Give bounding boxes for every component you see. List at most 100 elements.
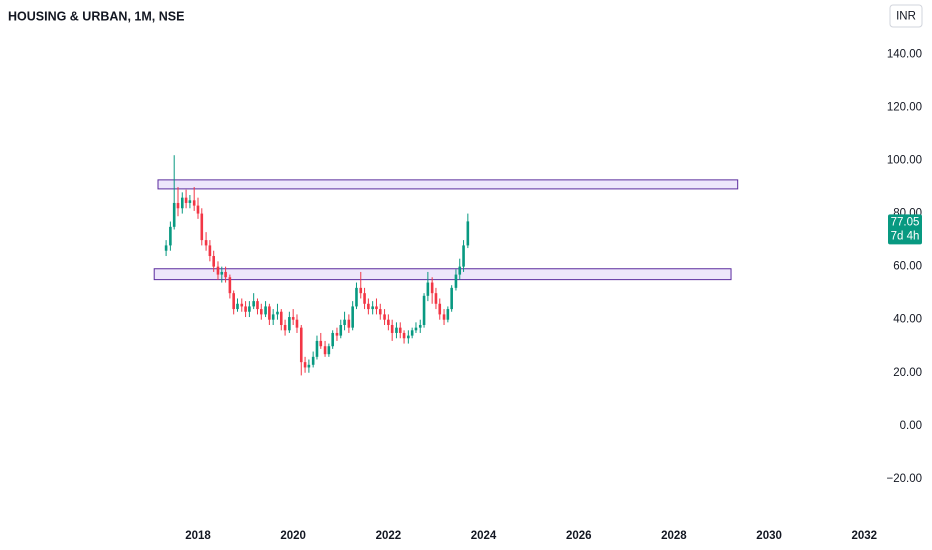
candle-body — [259, 309, 263, 315]
candle-body — [176, 202, 180, 209]
candle-body — [450, 287, 453, 310]
candle-body — [196, 205, 200, 214]
candle-body — [164, 245, 168, 251]
candle-body — [192, 200, 196, 206]
candle-body — [271, 314, 275, 320]
candle-body — [458, 266, 462, 275]
last-price-box — [888, 214, 922, 245]
candle-body — [180, 197, 184, 209]
candle-body — [232, 293, 235, 310]
candle-body — [462, 245, 465, 267]
y-tick-label: 0.00 — [900, 420, 922, 432]
candle-body — [454, 274, 458, 288]
candle-body — [378, 309, 382, 315]
candle-body — [355, 287, 358, 307]
candle-body — [351, 306, 354, 328]
candle-body — [244, 306, 247, 312]
candle-body — [387, 319, 390, 325]
x-tick-label: 2020 — [280, 530, 306, 542]
candle-body — [172, 202, 176, 227]
y-tick-label: 100.00 — [887, 155, 922, 167]
last-price: 77.05 — [891, 216, 920, 228]
candle-body — [236, 303, 239, 310]
candle-body — [422, 295, 426, 325]
candle-body — [327, 346, 331, 355]
candle-body — [371, 306, 374, 310]
plot — [153, 155, 739, 376]
chart-title: HOUSING & URBAN, 1M, NSE — [8, 9, 184, 23]
y-tick-label: 40.00 — [893, 314, 922, 326]
candle-body — [383, 314, 386, 320]
y-tick-label: −20.00 — [887, 473, 923, 485]
candle-body — [184, 197, 188, 203]
zone — [157, 179, 739, 190]
candle-body — [291, 317, 295, 320]
candle-body — [319, 340, 323, 347]
candle-body — [339, 325, 343, 336]
candle-body — [410, 330, 414, 336]
candle-body — [307, 364, 311, 368]
candle-body — [323, 346, 327, 355]
x-tick-label: 2024 — [471, 530, 497, 542]
y-tick-label: 140.00 — [887, 48, 922, 60]
candle-body — [252, 301, 255, 307]
y-tick-label: 120.00 — [887, 101, 922, 113]
candle-body — [224, 271, 227, 278]
candle-body — [466, 221, 470, 246]
candle-body — [264, 306, 267, 315]
candle-body — [303, 362, 307, 368]
x-tick-label: 2028 — [661, 530, 687, 542]
y-tick-label: 20.00 — [893, 367, 922, 379]
x-tick-label: 2032 — [851, 530, 877, 542]
candle-body — [295, 319, 299, 328]
candle-body — [414, 327, 418, 331]
candle-body — [200, 213, 204, 241]
candle-body — [367, 303, 370, 310]
candle-body — [299, 327, 303, 363]
candle-body — [343, 319, 346, 325]
candle-body — [407, 335, 410, 339]
currency-box[interactable] — [889, 4, 923, 28]
candle-body — [204, 240, 208, 246]
x-tick-label: 2022 — [376, 530, 402, 542]
candle-body — [288, 317, 291, 331]
countdown: 7d 4h — [891, 230, 920, 242]
candle-body — [228, 277, 232, 294]
candle-body — [446, 309, 450, 320]
candle-body — [248, 306, 251, 312]
candle-body — [188, 200, 192, 203]
candle-body — [442, 314, 446, 320]
candle-body — [375, 306, 378, 310]
x-tick-label: 2026 — [566, 530, 592, 542]
candle-body — [331, 332, 334, 347]
candle-body — [240, 303, 244, 307]
x-tick-label: 2018 — [185, 530, 211, 542]
candle-body — [283, 325, 287, 331]
candle-body — [395, 327, 398, 333]
candle-body — [434, 293, 438, 304]
candle-body — [279, 311, 283, 325]
candle-body — [426, 282, 430, 296]
candle-body — [212, 256, 215, 267]
candle-body — [256, 301, 259, 310]
candle-body — [169, 226, 172, 246]
candle-body — [402, 332, 406, 339]
candle-body — [347, 319, 351, 328]
candle-body — [216, 266, 220, 275]
candle-body — [359, 287, 363, 294]
candle-body — [398, 327, 402, 333]
price-axis: 140.00120.00100.0080.0060.0040.0020.000.… — [185, 48, 922, 542]
candle-body — [220, 271, 224, 275]
currency[interactable]: INR — [896, 11, 916, 23]
candle-body — [276, 311, 279, 315]
candle-body — [268, 306, 271, 320]
x-tick-label: 2030 — [756, 530, 782, 542]
candle-body — [335, 332, 339, 336]
y-tick-label: 60.00 — [893, 261, 922, 273]
candle-body — [418, 325, 422, 328]
candle-body — [363, 293, 366, 304]
zone — [153, 268, 732, 281]
candle-body — [438, 303, 442, 315]
candle-body — [390, 325, 394, 333]
